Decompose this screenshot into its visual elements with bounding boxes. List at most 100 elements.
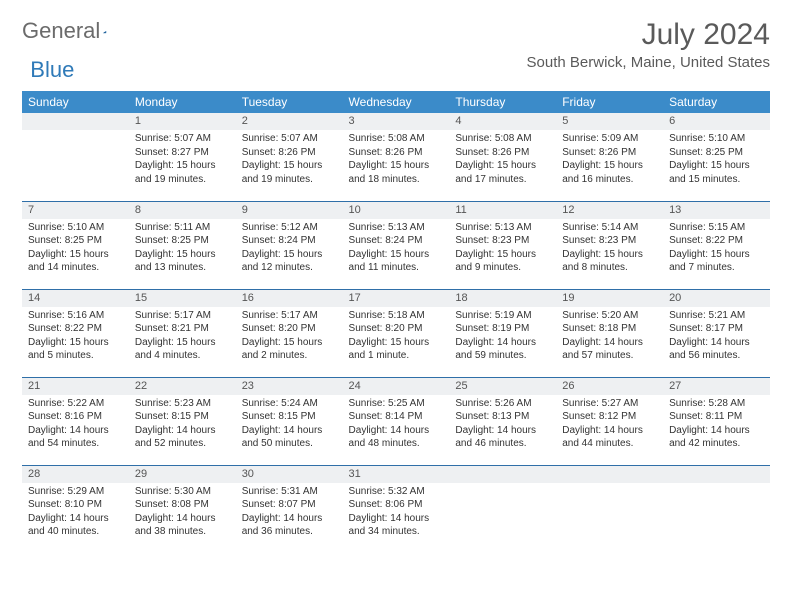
day-details: Sunrise: 5:26 AMSunset: 8:13 PMDaylight:… [449,395,556,455]
calendar-cell: 23Sunrise: 5:24 AMSunset: 8:15 PMDayligh… [236,377,343,465]
day-number: 21 [22,378,129,395]
day-details: Sunrise: 5:28 AMSunset: 8:11 PMDaylight:… [663,395,770,455]
day-number [556,466,663,483]
day-details: Sunrise: 5:27 AMSunset: 8:12 PMDaylight:… [556,395,663,455]
calendar-cell: 1Sunrise: 5:07 AMSunset: 8:27 PMDaylight… [129,113,236,201]
location: South Berwick, Maine, United States [527,54,770,71]
calendar-cell: 31Sunrise: 5:32 AMSunset: 8:06 PMDayligh… [343,465,450,553]
day-details: Sunrise: 5:29 AMSunset: 8:10 PMDaylight:… [22,483,129,543]
calendar-week: 28Sunrise: 5:29 AMSunset: 8:10 PMDayligh… [22,465,770,553]
day-number: 3 [343,113,450,130]
calendar-cell: 7Sunrise: 5:10 AMSunset: 8:25 PMDaylight… [22,201,129,289]
calendar-cell: 26Sunrise: 5:27 AMSunset: 8:12 PMDayligh… [556,377,663,465]
day-details: Sunrise: 5:25 AMSunset: 8:14 PMDaylight:… [343,395,450,455]
calendar-week: 7Sunrise: 5:10 AMSunset: 8:25 PMDaylight… [22,201,770,289]
calendar-cell [22,113,129,201]
calendar-cell: 25Sunrise: 5:26 AMSunset: 8:13 PMDayligh… [449,377,556,465]
calendar-cell: 9Sunrise: 5:12 AMSunset: 8:24 PMDaylight… [236,201,343,289]
day-number: 25 [449,378,556,395]
day-number: 12 [556,202,663,219]
calendar-cell [663,465,770,553]
logo-text-1: General [22,18,100,44]
day-details: Sunrise: 5:18 AMSunset: 8:20 PMDaylight:… [343,307,450,367]
day-number: 10 [343,202,450,219]
calendar-cell: 14Sunrise: 5:16 AMSunset: 8:22 PMDayligh… [22,289,129,377]
calendar-cell: 8Sunrise: 5:11 AMSunset: 8:25 PMDaylight… [129,201,236,289]
day-number: 1 [129,113,236,130]
logo-text-2: Blue [30,57,74,83]
calendar-cell: 19Sunrise: 5:20 AMSunset: 8:18 PMDayligh… [556,289,663,377]
day-number: 14 [22,290,129,307]
day-details: Sunrise: 5:15 AMSunset: 8:22 PMDaylight:… [663,219,770,279]
calendar-cell: 13Sunrise: 5:15 AMSunset: 8:22 PMDayligh… [663,201,770,289]
day-header: Saturday [663,91,770,113]
day-details: Sunrise: 5:19 AMSunset: 8:19 PMDaylight:… [449,307,556,367]
day-number: 15 [129,290,236,307]
day-details: Sunrise: 5:07 AMSunset: 8:26 PMDaylight:… [236,130,343,190]
calendar-cell: 10Sunrise: 5:13 AMSunset: 8:24 PMDayligh… [343,201,450,289]
calendar-cell: 22Sunrise: 5:23 AMSunset: 8:15 PMDayligh… [129,377,236,465]
calendar-cell: 21Sunrise: 5:22 AMSunset: 8:16 PMDayligh… [22,377,129,465]
day-number: 27 [663,378,770,395]
day-number: 20 [663,290,770,307]
day-number: 23 [236,378,343,395]
day-details: Sunrise: 5:10 AMSunset: 8:25 PMDaylight:… [22,219,129,279]
calendar-cell: 2Sunrise: 5:07 AMSunset: 8:26 PMDaylight… [236,113,343,201]
day-details: Sunrise: 5:31 AMSunset: 8:07 PMDaylight:… [236,483,343,543]
day-number: 28 [22,466,129,483]
day-header: Thursday [449,91,556,113]
day-details: Sunrise: 5:21 AMSunset: 8:17 PMDaylight:… [663,307,770,367]
day-details: Sunrise: 5:09 AMSunset: 8:26 PMDaylight:… [556,130,663,190]
day-details: Sunrise: 5:07 AMSunset: 8:27 PMDaylight:… [129,130,236,190]
day-number: 19 [556,290,663,307]
calendar-cell: 24Sunrise: 5:25 AMSunset: 8:14 PMDayligh… [343,377,450,465]
day-details: Sunrise: 5:22 AMSunset: 8:16 PMDaylight:… [22,395,129,455]
calendar-cell: 20Sunrise: 5:21 AMSunset: 8:17 PMDayligh… [663,289,770,377]
calendar-cell [449,465,556,553]
calendar-cell: 5Sunrise: 5:09 AMSunset: 8:26 PMDaylight… [556,113,663,201]
day-number: 7 [22,202,129,219]
day-number: 24 [343,378,450,395]
calendar-cell: 11Sunrise: 5:13 AMSunset: 8:23 PMDayligh… [449,201,556,289]
day-details: Sunrise: 5:14 AMSunset: 8:23 PMDaylight:… [556,219,663,279]
day-number: 30 [236,466,343,483]
calendar-cell: 16Sunrise: 5:17 AMSunset: 8:20 PMDayligh… [236,289,343,377]
day-number: 4 [449,113,556,130]
day-number: 17 [343,290,450,307]
day-number: 26 [556,378,663,395]
day-details: Sunrise: 5:17 AMSunset: 8:21 PMDaylight:… [129,307,236,367]
calendar-cell: 4Sunrise: 5:08 AMSunset: 8:26 PMDaylight… [449,113,556,201]
day-details: Sunrise: 5:17 AMSunset: 8:20 PMDaylight:… [236,307,343,367]
day-number: 6 [663,113,770,130]
day-number: 2 [236,113,343,130]
day-details: Sunrise: 5:13 AMSunset: 8:23 PMDaylight:… [449,219,556,279]
day-number: 16 [236,290,343,307]
calendar-cell [556,465,663,553]
calendar-cell: 30Sunrise: 5:31 AMSunset: 8:07 PMDayligh… [236,465,343,553]
logo-triangle-icon [103,23,106,41]
day-details: Sunrise: 5:30 AMSunset: 8:08 PMDaylight:… [129,483,236,543]
calendar-cell: 18Sunrise: 5:19 AMSunset: 8:19 PMDayligh… [449,289,556,377]
calendar-cell: 28Sunrise: 5:29 AMSunset: 8:10 PMDayligh… [22,465,129,553]
day-header: Friday [556,91,663,113]
day-details: Sunrise: 5:32 AMSunset: 8:06 PMDaylight:… [343,483,450,543]
day-number: 5 [556,113,663,130]
day-number: 13 [663,202,770,219]
day-header: Wednesday [343,91,450,113]
day-details: Sunrise: 5:24 AMSunset: 8:15 PMDaylight:… [236,395,343,455]
day-number: 18 [449,290,556,307]
day-number: 9 [236,202,343,219]
day-details: Sunrise: 5:12 AMSunset: 8:24 PMDaylight:… [236,219,343,279]
day-number: 29 [129,466,236,483]
day-number [22,113,129,130]
day-header: Sunday [22,91,129,113]
day-details: Sunrise: 5:20 AMSunset: 8:18 PMDaylight:… [556,307,663,367]
calendar-cell: 17Sunrise: 5:18 AMSunset: 8:20 PMDayligh… [343,289,450,377]
day-details: Sunrise: 5:16 AMSunset: 8:22 PMDaylight:… [22,307,129,367]
day-number: 11 [449,202,556,219]
calendar-cell: 27Sunrise: 5:28 AMSunset: 8:11 PMDayligh… [663,377,770,465]
calendar-table: SundayMondayTuesdayWednesdayThursdayFrid… [22,91,770,553]
calendar-cell: 12Sunrise: 5:14 AMSunset: 8:23 PMDayligh… [556,201,663,289]
logo: General [22,18,125,44]
day-details: Sunrise: 5:13 AMSunset: 8:24 PMDaylight:… [343,219,450,279]
